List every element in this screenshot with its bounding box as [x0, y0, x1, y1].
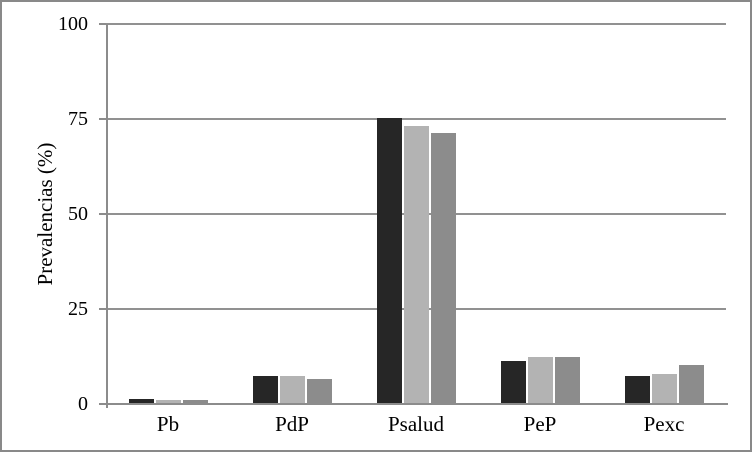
bar-PdP-series-2	[280, 376, 305, 403]
bar-PdP-series-1	[253, 376, 278, 403]
y-tick-label-25: 25	[68, 298, 88, 320]
x-tick-label-Pb: Pb	[156, 412, 180, 436]
bar-Pexc-series-1	[625, 376, 650, 403]
gridline-100	[106, 23, 726, 25]
bar-Psalud-series-2	[404, 126, 429, 403]
y-axis-tick-0	[99, 403, 106, 405]
bar-PdP-series-3	[307, 379, 332, 403]
y-axis-tick-75	[99, 118, 106, 120]
bar-Pb-series-2	[156, 400, 181, 403]
bar-PeP-series-2	[528, 357, 553, 403]
y-tick-label-50: 50	[68, 203, 88, 225]
bar-Pb-series-3	[183, 400, 208, 403]
x-tick-label-PeP: PeP	[523, 412, 557, 436]
gridline-75	[106, 118, 726, 120]
bar-Psalud-series-3	[431, 133, 456, 403]
y-tick-label-0: 0	[78, 393, 88, 415]
bar-PeP-series-1	[501, 361, 526, 403]
x-axis-line	[106, 403, 728, 405]
bar-Pexc-series-3	[679, 365, 704, 403]
x-tick-label-Pexc: Pexc	[643, 412, 685, 436]
bar-Pexc-series-2	[652, 374, 677, 403]
y-axis-tick-25	[99, 308, 106, 310]
bar-Psalud-series-1	[377, 118, 402, 403]
y-axis-tick-100	[99, 23, 106, 25]
y-axis-tick-50	[99, 213, 106, 215]
bar-PeP-series-3	[555, 357, 580, 403]
bar-Pb-series-1	[129, 399, 154, 403]
y-axis-line	[106, 24, 108, 408]
x-tick-label-Psalud: Psalud	[387, 412, 444, 436]
y-tick-label-75: 75	[68, 108, 88, 130]
y-tick-label-100: 100	[58, 13, 88, 35]
x-tick-label-PdP: PdP	[275, 412, 309, 436]
